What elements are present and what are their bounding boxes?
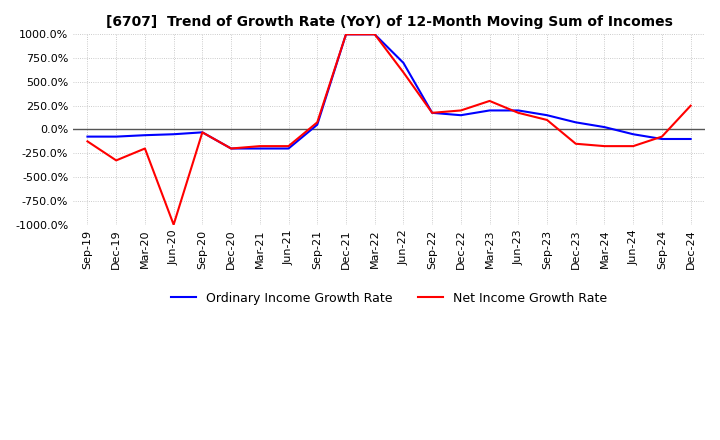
Ordinary Income Growth Rate: [112, 134, 120, 139]
Net Income Growth Rate: [256, 143, 264, 149]
Net Income Growth Rate: [543, 117, 552, 123]
Net Income Growth Rate: [169, 222, 178, 227]
Ordinary Income Growth Rate: [600, 125, 609, 130]
Ordinary Income Growth Rate: [543, 113, 552, 118]
Ordinary Income Growth Rate: [485, 108, 494, 113]
Ordinary Income Growth Rate: [342, 32, 351, 37]
Ordinary Income Growth Rate: [657, 136, 666, 142]
Ordinary Income Growth Rate: [399, 60, 408, 66]
Legend: Ordinary Income Growth Rate, Net Income Growth Rate: Ordinary Income Growth Rate, Net Income …: [166, 287, 612, 310]
Ordinary Income Growth Rate: [428, 110, 436, 115]
Net Income Growth Rate: [399, 70, 408, 75]
Net Income Growth Rate: [284, 143, 293, 149]
Line: Net Income Growth Rate: Net Income Growth Rate: [87, 34, 690, 225]
Ordinary Income Growth Rate: [514, 108, 523, 113]
Ordinary Income Growth Rate: [256, 146, 264, 151]
Net Income Growth Rate: [227, 146, 235, 151]
Net Income Growth Rate: [686, 103, 695, 108]
Net Income Growth Rate: [456, 108, 465, 113]
Title: [6707]  Trend of Growth Rate (YoY) of 12-Month Moving Sum of Incomes: [6707] Trend of Growth Rate (YoY) of 12-…: [106, 15, 672, 29]
Net Income Growth Rate: [140, 146, 149, 151]
Ordinary Income Growth Rate: [227, 146, 235, 151]
Net Income Growth Rate: [514, 110, 523, 115]
Net Income Growth Rate: [112, 158, 120, 163]
Ordinary Income Growth Rate: [198, 130, 207, 135]
Net Income Growth Rate: [370, 32, 379, 37]
Net Income Growth Rate: [485, 98, 494, 103]
Ordinary Income Growth Rate: [456, 113, 465, 118]
Ordinary Income Growth Rate: [140, 132, 149, 138]
Ordinary Income Growth Rate: [169, 132, 178, 137]
Ordinary Income Growth Rate: [313, 122, 322, 127]
Net Income Growth Rate: [629, 143, 637, 149]
Net Income Growth Rate: [600, 143, 609, 149]
Ordinary Income Growth Rate: [686, 136, 695, 142]
Net Income Growth Rate: [342, 32, 351, 37]
Ordinary Income Growth Rate: [370, 32, 379, 37]
Net Income Growth Rate: [83, 139, 91, 144]
Line: Ordinary Income Growth Rate: Ordinary Income Growth Rate: [87, 34, 690, 149]
Ordinary Income Growth Rate: [629, 132, 637, 137]
Net Income Growth Rate: [313, 120, 322, 125]
Net Income Growth Rate: [198, 130, 207, 135]
Ordinary Income Growth Rate: [572, 120, 580, 125]
Net Income Growth Rate: [657, 134, 666, 139]
Ordinary Income Growth Rate: [284, 146, 293, 151]
Ordinary Income Growth Rate: [83, 134, 91, 139]
Net Income Growth Rate: [572, 141, 580, 147]
Net Income Growth Rate: [428, 110, 436, 115]
